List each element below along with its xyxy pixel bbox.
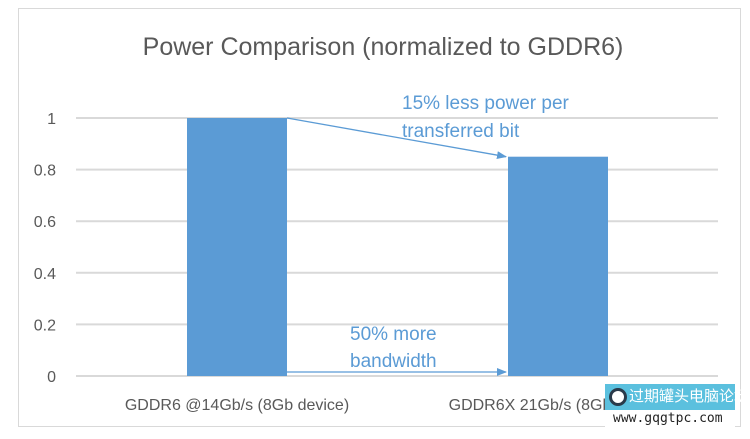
annotation-bandwidth-text: 50% more xyxy=(350,324,437,345)
annotation-power-text: transferred bit xyxy=(402,121,520,142)
y-tick-label: 0.8 xyxy=(34,163,56,180)
watermark-name: 过期罐头电脑论坛 xyxy=(605,384,749,410)
bar-2 xyxy=(508,156,608,376)
watermark-logo-icon xyxy=(609,388,627,406)
bar-1 xyxy=(187,118,287,376)
annotation-bandwidth-text: bandwidth xyxy=(350,351,437,372)
chart-frame xyxy=(18,8,741,427)
x-category-label: GDDR6 @14Gb/s (8Gb device) xyxy=(125,397,349,414)
watermark: 过期罐头电脑论坛 www.gqgtpc.com xyxy=(605,384,749,427)
annotation-power-text: 15% less power per xyxy=(402,93,570,114)
y-tick-label: 0.6 xyxy=(34,214,56,231)
y-tick-label: 1 xyxy=(47,111,56,128)
y-tick-label: 0.2 xyxy=(34,317,56,334)
y-tick-label: 0 xyxy=(47,369,56,386)
watermark-url: www.gqgtpc.com xyxy=(605,410,735,427)
annotation-arrow-power xyxy=(286,117,507,160)
watermark-name-text: 过期罐头电脑论坛 xyxy=(629,388,750,405)
chart-title: Power Comparison (normalized to GDDR6) xyxy=(143,33,624,61)
y-tick-label: 0.4 xyxy=(34,266,56,283)
